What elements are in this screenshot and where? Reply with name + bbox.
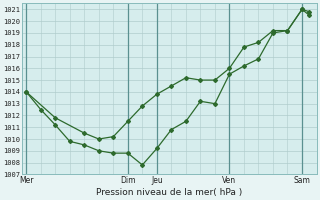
X-axis label: Pression niveau de la mer( hPa ): Pression niveau de la mer( hPa ) bbox=[96, 188, 242, 197]
